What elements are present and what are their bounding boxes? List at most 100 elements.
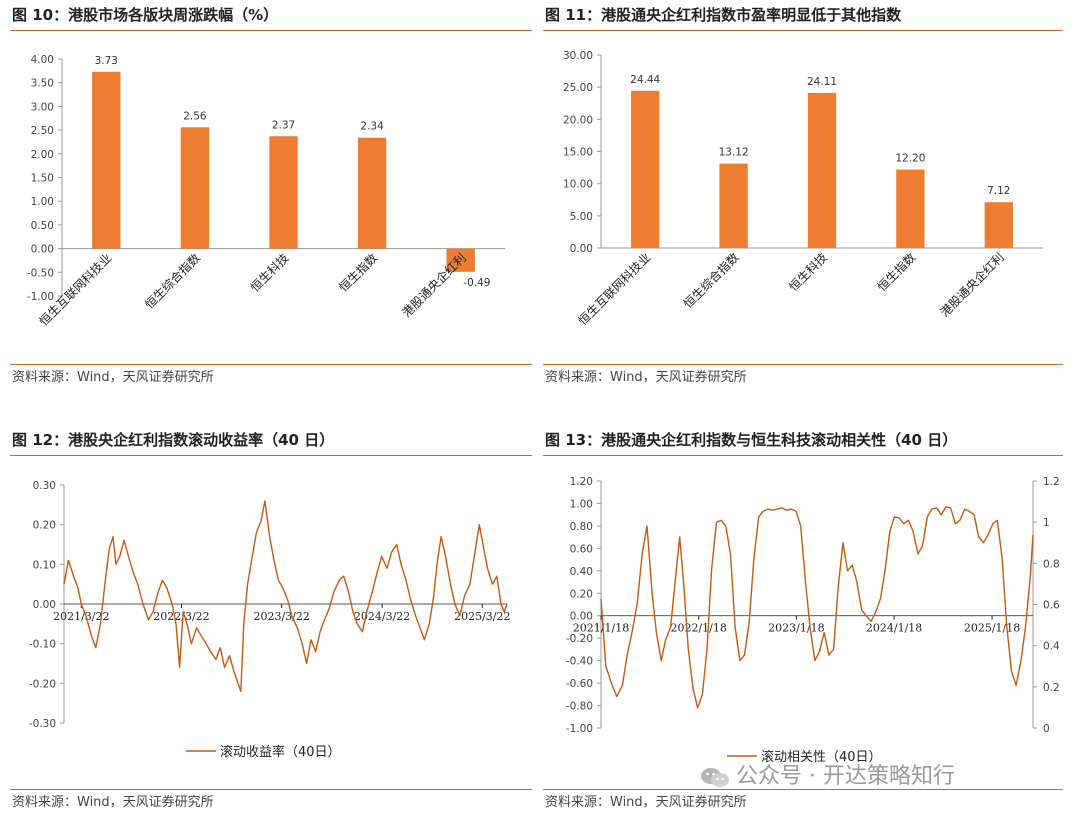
y-tick-label: 3.00 — [31, 101, 54, 113]
bar — [357, 137, 387, 249]
bar — [180, 127, 210, 249]
bar-chart-sector-change: 4.00 3.50 3.00 2.50 2.00 1.50 1.00 0.50 0.00 -0.5… — [27, 54, 505, 329]
panel-rolling-correlation: 图 13：港股通央企红利指数与恒生科技滚动相关性（40 日） 1.2 0 1.00 0… — [543, 425, 1063, 820]
y-tick-label: 2.00 — [31, 149, 54, 161]
y2-tick-label: 1.2 — [1043, 476, 1060, 488]
category-label: 恒生科技 — [786, 250, 830, 294]
x-tick-label: 2023/1/18 — [768, 622, 824, 635]
bar — [719, 163, 748, 248]
data-label: 2.37 — [272, 119, 295, 131]
bar — [984, 202, 1013, 248]
x-tick-label: 2024/1/18 — [866, 622, 922, 635]
bar — [631, 90, 660, 248]
y-tick-label: -0.40 — [566, 656, 593, 668]
x-tick-label: 2024/3/22 — [354, 610, 410, 623]
y-tick-label: -0.50 — [27, 267, 54, 279]
series-line — [63, 500, 508, 692]
data-label: -0.49 — [463, 277, 490, 289]
category-label: 恒生指数 — [874, 250, 919, 295]
x-tick-label: 2023/3/22 — [253, 610, 309, 623]
x-tick-label: 2025/3/22 — [454, 610, 510, 623]
category-label: 港股通央企红利 — [399, 250, 469, 320]
data-label: 2.34 — [360, 121, 384, 133]
x-tick-label: 2022/3/22 — [153, 610, 209, 623]
watermark: 公众号 · 开达策略知行 — [700, 760, 1060, 794]
y-tick-label: 0.20 — [570, 588, 593, 600]
data-label: 3.73 — [95, 55, 118, 67]
line-chart-rolling-return: 0.30 0.20 0.10 0.00 -0.10 -0.20 -0.30 2021/3/22… — [29, 480, 511, 760]
wechat-icon — [700, 766, 730, 788]
source-note: 资料来源：Wind，天风证券研究所 — [543, 364, 1063, 391]
y2-tick-label: 1 — [1043, 517, 1050, 529]
panel-title: 图 12：港股央企红利指数滚动收益率（40 日） — [10, 425, 532, 456]
bar — [446, 248, 475, 272]
y-tick-label: 4.00 — [31, 54, 54, 66]
data-label: 13.12 — [719, 147, 749, 159]
data-label: 24.44 — [630, 74, 660, 86]
x-tick-label: 2021/1/18 — [573, 622, 629, 635]
y-tick-label: -0.20 — [566, 633, 593, 645]
bar-chart-pe: 30.00 25.00 20.00 15.00 10.00 5.00 0.00 24.44 恒生… — [563, 50, 1043, 328]
watermark-text: 公众号 · 开达策略知行 — [736, 764, 955, 789]
data-label: 2.56 — [183, 110, 207, 122]
y-tick-label: 0.10 — [33, 559, 56, 571]
y2-tick-label: 0.6 — [1043, 600, 1060, 612]
bar — [896, 169, 925, 248]
y-tick-label: 0.60 — [570, 543, 593, 555]
panel-title: 图 13：港股通央企红利指数与恒生科技滚动相关性（40 日） — [543, 425, 1063, 456]
panel-sector-weekly-change: 图 10：港股市场各版块周涨跌幅（%） 4.00 3.50 3.00 2.50 2.00… — [10, 0, 532, 395]
y-tick-label: 1.00 — [570, 498, 593, 510]
legend-label: 滚动收益率（40日） — [220, 744, 341, 760]
y-tick-label: 0.00 — [31, 244, 54, 256]
panel-pe-comparison: 图 11：港股通央企红利指数市盈率明显低于其他指数 30.00 25.00 20.0… — [543, 0, 1063, 395]
y-tick-label: 3.50 — [31, 78, 54, 90]
legend-label: 滚动相关性（40日） — [761, 749, 882, 765]
data-label: 7.12 — [987, 185, 1010, 197]
y-tick-label: 5.00 — [570, 211, 593, 223]
y-tick-label: 1.00 — [31, 196, 54, 208]
y2-tick-label: 0.4 — [1043, 641, 1060, 653]
y-tick-label: 0.30 — [33, 480, 56, 492]
panel-title: 图 11：港股通央企红利指数市盈率明显低于其他指数 — [543, 0, 1063, 31]
series-line — [600, 506, 1034, 709]
y-tick-label: 20.00 — [563, 114, 593, 126]
y-tick-label: -0.80 — [566, 701, 593, 713]
category-label: 恒生互联网科技业 — [576, 250, 654, 328]
y-tick-label: -0.10 — [29, 639, 56, 651]
category-label: 恒生科技 — [248, 251, 292, 295]
y-tick-label: 15.00 — [563, 147, 593, 159]
panel-title: 图 10：港股市场各版块周涨跌幅（%） — [10, 0, 532, 31]
y-tick-label: 0.00 — [33, 599, 56, 611]
source-note: 资料来源：Wind，天风证券研究所 — [10, 364, 532, 391]
y-tick-label: -0.60 — [566, 678, 593, 690]
y-tick-label: 0.80 — [570, 521, 593, 533]
bar — [269, 136, 298, 249]
category-label: 恒生互联网科技业 — [37, 251, 115, 329]
x-tick-label: 2025/1/18 — [964, 622, 1020, 635]
source-note: 资料来源：Wind，天风证券研究所 — [10, 789, 532, 816]
y-tick-label: 25.00 — [563, 82, 593, 94]
y-tick-label: 0.20 — [33, 520, 56, 532]
y-tick-label: 0.00 — [570, 611, 593, 623]
y-tick-label: 30.00 — [563, 50, 593, 62]
category-label: 港股通央企红利 — [937, 250, 1007, 320]
y2-tick-label: 0.2 — [1043, 682, 1060, 694]
y-tick-label: 0.00 — [570, 243, 593, 255]
y2-tick-label: 0 — [1043, 723, 1050, 735]
category-label: 恒生综合指数 — [141, 250, 203, 312]
source-note: 资料来源：Wind，天风证券研究所 — [543, 789, 1063, 816]
y2-tick-label: 0.8 — [1043, 558, 1060, 570]
y-tick-label: -1.00 — [566, 723, 593, 735]
category-label: 恒生综合指数 — [680, 250, 742, 312]
bar — [92, 71, 121, 249]
panel-rolling-return: 图 12：港股央企红利指数滚动收益率（40 日） 0.30 0.20 0.10 0.0… — [10, 425, 532, 820]
y-tick-label: -0.30 — [29, 718, 56, 730]
y-tick-label: -0.20 — [29, 678, 56, 690]
data-label: 24.11 — [807, 76, 837, 88]
data-label: 12.20 — [895, 153, 925, 165]
y-tick-label: 10.00 — [563, 179, 593, 191]
y-tick-label: 0.50 — [31, 220, 54, 232]
bar — [807, 92, 837, 248]
y-tick-label: 0.40 — [570, 566, 593, 578]
y-tick-label: 1.50 — [31, 173, 54, 185]
